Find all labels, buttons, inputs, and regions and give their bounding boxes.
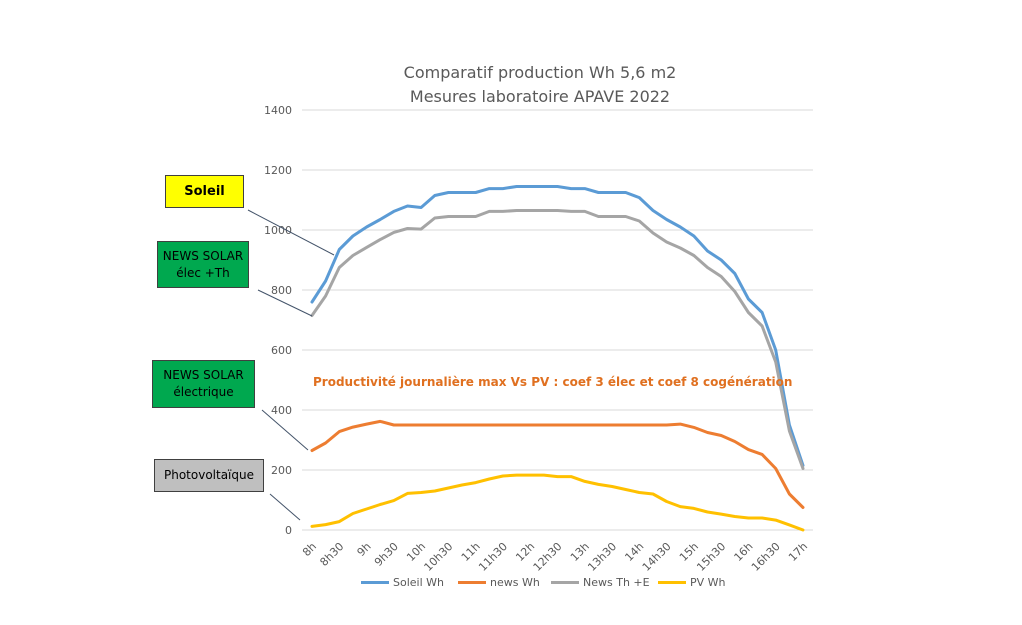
label-box-news-solar-th: NEWS SOLAR élec +Th <box>157 241 249 288</box>
legend-label: Soleil Wh <box>393 576 444 589</box>
x-tick-label: 17h <box>786 540 810 564</box>
legend-swatch <box>361 581 389 584</box>
leader-news-solar-th <box>257 289 313 317</box>
label-news-solar-elec-line1: NEWS SOLAR <box>163 368 244 382</box>
x-tick-label: 9h <box>355 540 374 559</box>
legend-item: news Wh <box>458 576 540 589</box>
legend-swatch <box>551 581 579 584</box>
legend-swatch <box>658 581 686 584</box>
leader-soleil <box>247 209 335 256</box>
series-line-news-th-e <box>310 209 805 470</box>
x-tick-label: 8h30 <box>317 540 346 569</box>
y-tick-label: 200 <box>271 464 292 477</box>
y-axis: 0 200 400 600 800 1000 1200 1400 <box>264 104 292 537</box>
x-tick-label: 15h30 <box>694 540 728 574</box>
x-tick-label: 13h30 <box>585 540 619 574</box>
label-news-solar-th-line2: élec +Th <box>176 265 230 280</box>
y-tick-label: 600 <box>271 344 292 357</box>
series-lines <box>310 185 805 532</box>
x-tick-label: 9h30 <box>372 540 401 569</box>
legend: Soleil Wh news Wh News Th +E PV Wh <box>0 576 1022 592</box>
label-soleil: Soleil <box>184 184 225 199</box>
legend-item: Soleil Wh <box>361 576 444 589</box>
y-tick-label: 1400 <box>264 104 292 117</box>
y-tick-label: 1000 <box>264 224 292 237</box>
label-box-photovoltaique: Photovoltaïque <box>154 459 264 492</box>
label-photovoltaique: Photovoltaïque <box>163 468 254 482</box>
x-tick-label: 11h30 <box>476 540 510 574</box>
y-tick-label: 400 <box>271 404 292 417</box>
label-box-news-solar-elec: NEWS SOLAR électrique <box>152 360 255 408</box>
x-tick-label: 14h30 <box>640 540 674 574</box>
y-tick-label: 0 <box>285 524 292 537</box>
legend-swatch <box>458 581 486 584</box>
series-line-pv-wh <box>310 473 805 532</box>
series-line-news-wh <box>310 419 805 509</box>
leader-news-solar-elec <box>261 409 309 451</box>
gridlines <box>302 109 813 531</box>
legend-item: PV Wh <box>658 576 726 589</box>
y-tick-label: 1200 <box>264 164 292 177</box>
annotation-leader-lines <box>247 209 335 521</box>
legend-item: News Th +E <box>551 576 650 589</box>
legend-label: news Wh <box>490 576 540 589</box>
legend-label: PV Wh <box>690 576 726 589</box>
x-tick-label: 10h30 <box>422 540 456 574</box>
legend-label: News Th +E <box>583 576 650 589</box>
series-line-soleil-wh <box>310 185 805 467</box>
y-tick-label: 800 <box>271 284 292 297</box>
chart-subtitle: Mesures laboratoire APAVE 2022 <box>409 87 671 106</box>
leader-photovoltaique <box>269 493 301 521</box>
x-tick-label: 12h30 <box>531 540 565 574</box>
x-tick-label: 16h30 <box>749 540 783 574</box>
x-tick-label: 8h <box>300 540 319 559</box>
productivity-annotation: Productivité journalière max Vs PV : coe… <box>313 375 793 389</box>
label-news-solar-th-line1: NEWS SOLAR <box>162 248 244 263</box>
label-box-soleil: Soleil <box>165 175 244 208</box>
label-news-solar-elec-line2: électrique <box>173 385 234 399</box>
chart-title: Comparatif production Wh 5,6 m2 <box>403 63 677 82</box>
